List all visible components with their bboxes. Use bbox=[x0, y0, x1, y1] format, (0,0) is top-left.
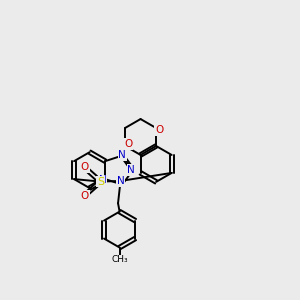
Text: N: N bbox=[118, 150, 126, 160]
Text: N: N bbox=[117, 176, 124, 186]
Text: O: O bbox=[81, 191, 89, 201]
Text: O: O bbox=[124, 139, 132, 149]
Text: N: N bbox=[128, 165, 135, 175]
Text: O: O bbox=[155, 125, 163, 135]
Text: O: O bbox=[81, 162, 89, 172]
Text: S: S bbox=[97, 177, 104, 187]
Text: N: N bbox=[99, 175, 106, 185]
Text: CH₃: CH₃ bbox=[111, 255, 128, 264]
